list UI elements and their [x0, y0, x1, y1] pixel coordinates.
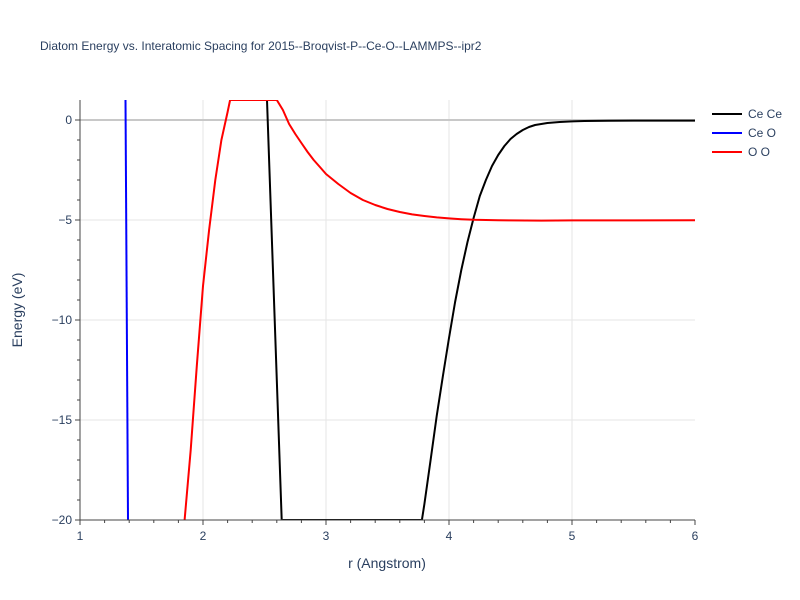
series-line-ce-o: [124, 100, 129, 520]
y-axis-title: Energy (eV): [9, 273, 25, 348]
y-tick-label: 0: [65, 113, 72, 127]
series-line-ce-ce: [266, 100, 695, 520]
legend-item-ce-ce[interactable]: Ce Ce: [712, 107, 782, 121]
y-tick-label: −10: [52, 313, 73, 327]
y-tick-label: −15: [52, 413, 73, 427]
x-tick-label: 4: [446, 529, 453, 543]
x-tick-label: 2: [200, 529, 207, 543]
x-tick-labels: 1 2 3 4 5 6: [77, 529, 699, 543]
x-tick-label: 6: [692, 529, 699, 543]
series-line-o-o: [183, 100, 695, 520]
legend-item-o-o[interactable]: O O: [712, 145, 770, 159]
x-tick-label: 1: [77, 529, 84, 543]
chart-title: Diatom Energy vs. Interatomic Spacing fo…: [40, 39, 482, 53]
legend[interactable]: Ce Ce Ce O O O: [712, 107, 782, 159]
x-axis-title: r (Angstrom): [348, 555, 426, 571]
axes: [75, 100, 696, 525]
legend-label: O O: [748, 145, 770, 159]
legend-item-ce-o[interactable]: Ce O: [712, 126, 776, 140]
legend-label: Ce Ce: [748, 107, 782, 121]
y-tick-label: −5: [58, 213, 72, 227]
grid-lines: [80, 100, 695, 520]
series-group: [124, 100, 695, 520]
y-tick-label: −20: [52, 513, 73, 527]
x-tick-label: 5: [569, 529, 576, 543]
x-tick-label: 3: [323, 529, 330, 543]
y-tick-labels: 0 −5 −10 −15 −20: [52, 113, 73, 527]
legend-label: Ce O: [748, 126, 776, 140]
